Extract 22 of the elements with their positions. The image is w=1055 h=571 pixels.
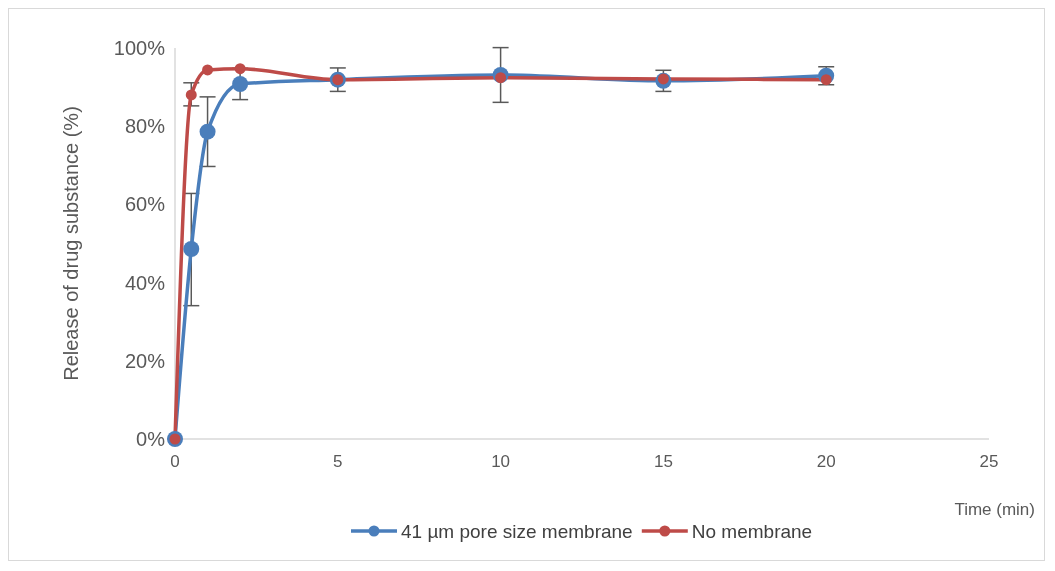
x-tick-label: 10: [491, 452, 511, 471]
x-tick-label: 15: [653, 452, 673, 471]
x-axis-title: Time (min): [954, 500, 1035, 519]
x-tick-label: 5: [333, 452, 343, 471]
x-tick-label: 0: [170, 452, 180, 471]
legend-label: 41 µm pore size membrane: [401, 520, 633, 542]
x-tick-label: 20: [816, 452, 836, 471]
x-tick-label: 25: [979, 452, 999, 471]
y-tick-label: 40%: [124, 271, 166, 294]
point: [232, 75, 249, 92]
y-tick-label: 60%: [124, 193, 166, 216]
point: [202, 64, 214, 76]
y-tick-label: 80%: [124, 115, 166, 138]
point: [199, 123, 216, 140]
y-tick-label: 0%: [136, 428, 166, 450]
point: [183, 240, 200, 257]
y-tick-label: 20%: [124, 349, 166, 372]
point: [185, 89, 197, 101]
y-tick-label: 100%: [113, 37, 166, 59]
y-axis-title: Release of drug substance (%): [60, 106, 82, 381]
point: [234, 63, 246, 75]
legend-label: No membrane: [691, 520, 813, 542]
